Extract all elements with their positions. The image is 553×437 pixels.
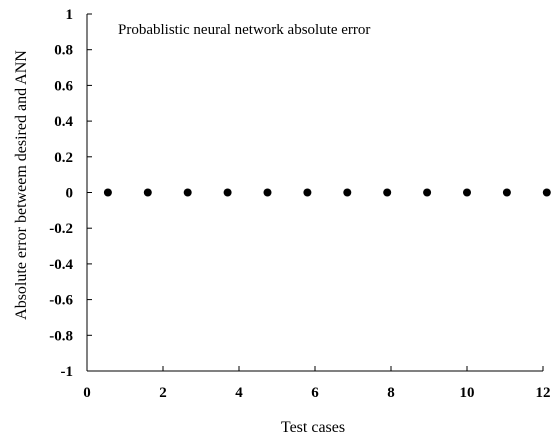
y-tick-label: -1	[61, 364, 74, 380]
y-tick-label: 0.2	[54, 150, 73, 166]
plot-axes	[86, 14, 543, 372]
x-axis-title: Test cases	[281, 419, 345, 436]
y-axis-title: Absolute error betweem desired and ANN	[13, 50, 30, 320]
y-tick-label: -0.2	[49, 221, 73, 237]
data-point	[183, 188, 192, 197]
data-point	[343, 188, 352, 197]
data-point	[463, 188, 471, 197]
y-tick-label: -0.6	[49, 293, 73, 309]
x-tick-label: 10	[460, 385, 475, 401]
data-point	[143, 188, 152, 197]
x-tick-label: 12	[536, 385, 551, 401]
data-point	[303, 188, 312, 197]
x-tick-label: 4	[235, 385, 243, 401]
data-point	[542, 188, 551, 197]
y-tick-label: -0.8	[49, 328, 73, 344]
x-tick-label: 6	[311, 385, 319, 401]
y-tick-label: 0.4	[54, 114, 73, 130]
y-ticks: 1 0.8 0.6 0.4 0.2 0 -0.2 -0.4 -0.6 -0.8 -1	[49, 7, 92, 380]
y-tick-label: 0	[66, 186, 74, 202]
data-point	[223, 188, 232, 197]
x-ticks: 0 2 4 6 8 10 12	[83, 366, 551, 401]
x-tick-label: 8	[387, 385, 395, 401]
data-point	[383, 188, 392, 197]
y-tick-label: 0.6	[54, 78, 73, 94]
data-point	[502, 188, 511, 197]
data-point	[263, 188, 272, 197]
x-tick-label: 0	[83, 385, 91, 401]
chart-title: Probablistic neural network absolute err…	[118, 22, 370, 38]
x-tick-label: 2	[159, 385, 167, 401]
y-tick-label: -0.4	[49, 257, 73, 273]
y-tick-label: 0.8	[54, 43, 73, 59]
data-point	[423, 188, 432, 197]
y-tick-label: 1	[66, 7, 74, 23]
data-points	[103, 188, 551, 197]
data-point	[103, 188, 112, 197]
